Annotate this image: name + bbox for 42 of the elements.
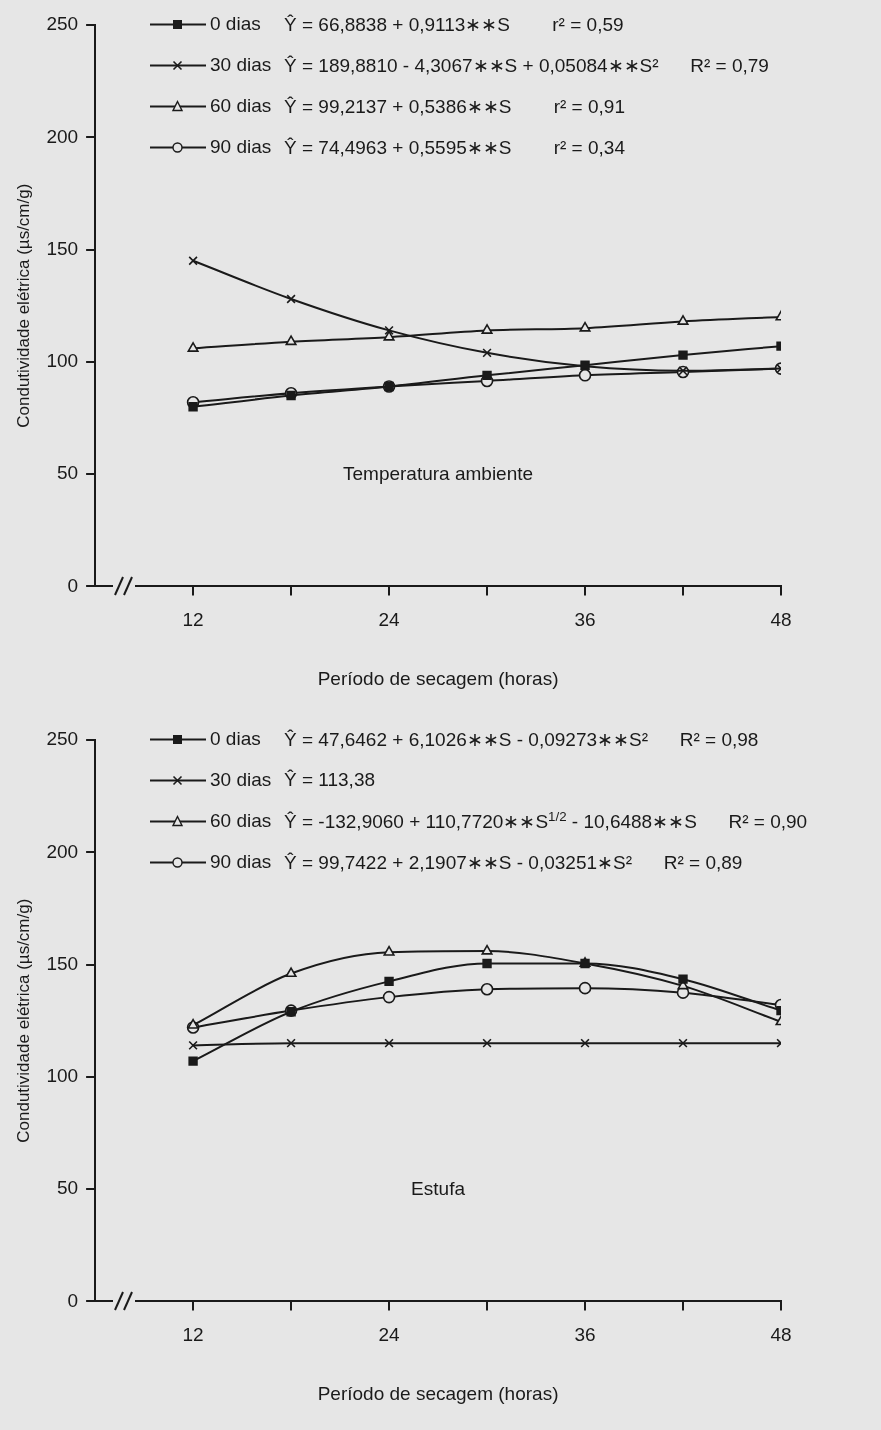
annotation: Ŷ = 74,4963 + 0,5595∗∗S r² = 0,34 xyxy=(284,135,625,159)
x-tick-label: 24 xyxy=(378,1324,401,1346)
y-tick-label: 250 xyxy=(46,728,79,750)
annotation: Ŷ = 99,7422 + 2,1907∗∗S - 0,03251∗S² R² = 0,89 xyxy=(284,850,743,874)
legend-label: 90 dias xyxy=(210,136,273,158)
y-tick-label: 50 xyxy=(56,1177,79,1199)
y-tick-label: 200 xyxy=(46,125,79,147)
x-tick-label: 36 xyxy=(574,609,596,631)
y-tick-label: 150 xyxy=(46,952,79,974)
y-tick-label: 0 xyxy=(67,1289,79,1311)
legend-label: 90 dias xyxy=(210,851,273,873)
x-tick-label: 12 xyxy=(182,1324,204,1346)
x-tick-label: 48 xyxy=(770,609,792,631)
x-tick-label: 48 xyxy=(770,1324,792,1346)
y-tick-label: 0 xyxy=(67,574,79,596)
annotation: Ŷ = 47,6462 + 6,1026∗∗S - 0,09273∗∗S² R² = 0,98 xyxy=(284,727,759,751)
y-tick-label: 50 xyxy=(56,462,79,484)
annotation: Ŷ = 66,8838 + 0,9113∗∗S r² = 0,59 xyxy=(284,12,624,36)
x-tick-label: 24 xyxy=(378,609,401,631)
annotation: Ŷ = -132,9060 + 110,7720∗∗S$^{1/2}$ - 10,6488∗∗S R² = 0,90 xyxy=(284,808,808,834)
legend-label: 60 dias xyxy=(210,95,273,117)
legend-label: 30 dias xyxy=(210,769,273,791)
annotation: Ŷ = 189,8810 - 4,3067∗∗S + 0,05084∗∗S² R² = 0,79 xyxy=(284,53,769,77)
x-tick-label: 12 xyxy=(182,609,204,631)
y-axis-title: Condutividade elétrica (µs/cm/g) xyxy=(13,898,33,1143)
legend-label: 0 dias xyxy=(210,728,262,750)
y-tick-label: 150 xyxy=(46,237,79,259)
annotation: Ŷ = 99,2137 + 0,5386∗∗S r² = 0,91 xyxy=(284,94,625,118)
legend-label: 0 dias xyxy=(210,13,262,35)
y-tick-label: 100 xyxy=(46,1065,79,1087)
y-tick-label: 100 xyxy=(46,350,79,372)
annotation: Estufa xyxy=(411,1178,465,1200)
legend-label: 60 dias xyxy=(210,810,273,832)
y-axis-title: Condutividade elétrica (µs/cm/g) xyxy=(13,183,33,428)
y-tick-label: 200 xyxy=(46,840,79,862)
x-axis-title: Período de secagem (horas) xyxy=(317,1382,559,1404)
legend-label: 30 dias xyxy=(210,54,273,76)
annotation: Temperatura ambiente xyxy=(342,463,534,485)
x-tick-label: 36 xyxy=(574,1324,596,1346)
annotation: Ŷ = 113,38 xyxy=(284,769,376,791)
y-tick-label: 250 xyxy=(46,13,79,35)
x-axis-title: Período de secagem (horas) xyxy=(317,667,559,689)
